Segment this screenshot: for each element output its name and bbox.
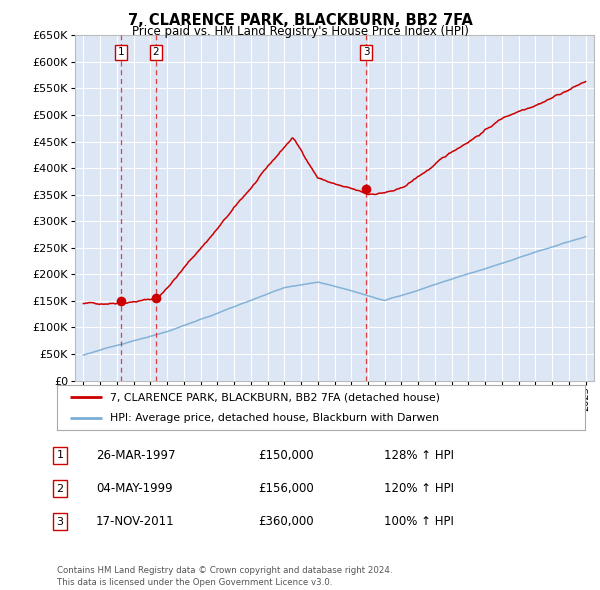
Text: 3: 3 <box>363 47 370 57</box>
Text: 3: 3 <box>56 517 64 526</box>
Text: HPI: Average price, detached house, Blackburn with Darwen: HPI: Average price, detached house, Blac… <box>110 412 439 422</box>
Text: 26-MAR-1997: 26-MAR-1997 <box>96 449 176 462</box>
Text: 17-NOV-2011: 17-NOV-2011 <box>96 515 175 528</box>
Text: 100% ↑ HPI: 100% ↑ HPI <box>384 515 454 528</box>
Text: 1: 1 <box>118 47 124 57</box>
Text: 2: 2 <box>153 47 160 57</box>
Text: £360,000: £360,000 <box>258 515 314 528</box>
Text: 7, CLARENCE PARK, BLACKBURN, BB2 7FA (detached house): 7, CLARENCE PARK, BLACKBURN, BB2 7FA (de… <box>110 392 440 402</box>
Text: 04-MAY-1999: 04-MAY-1999 <box>96 482 173 495</box>
Text: 128% ↑ HPI: 128% ↑ HPI <box>384 449 454 462</box>
Text: £156,000: £156,000 <box>258 482 314 495</box>
Text: Price paid vs. HM Land Registry's House Price Index (HPI): Price paid vs. HM Land Registry's House … <box>131 25 469 38</box>
Text: 1: 1 <box>56 451 64 460</box>
Text: 7, CLARENCE PARK, BLACKBURN, BB2 7FA: 7, CLARENCE PARK, BLACKBURN, BB2 7FA <box>128 13 472 28</box>
Text: Contains HM Land Registry data © Crown copyright and database right 2024.
This d: Contains HM Land Registry data © Crown c… <box>57 566 392 587</box>
Text: 2: 2 <box>56 484 64 493</box>
Text: 120% ↑ HPI: 120% ↑ HPI <box>384 482 454 495</box>
Text: £150,000: £150,000 <box>258 449 314 462</box>
